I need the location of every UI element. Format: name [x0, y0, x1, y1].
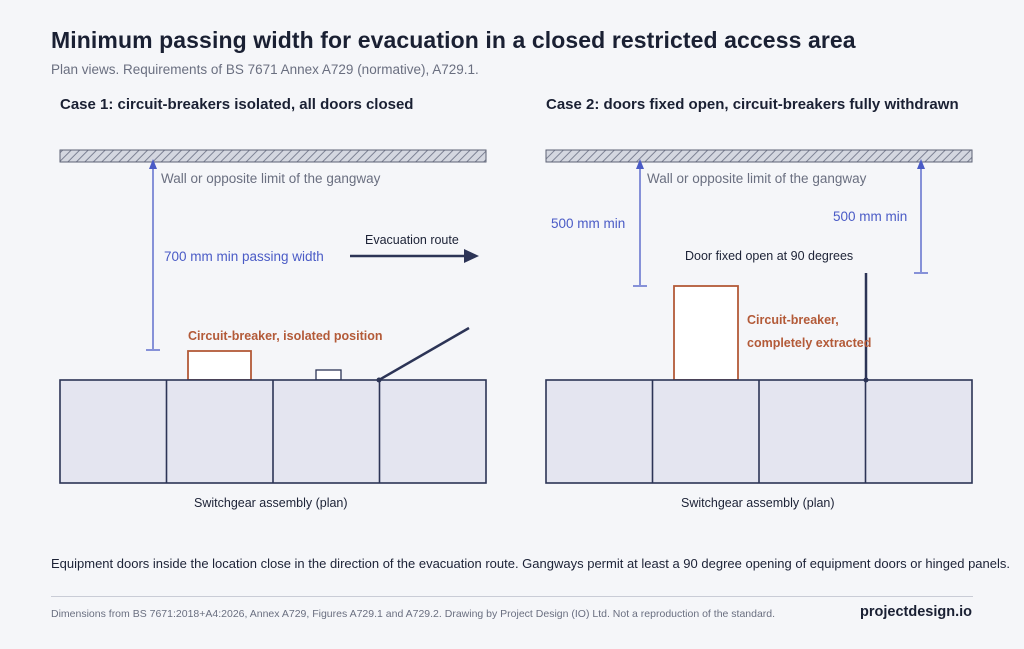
evacuation-route-label: Evacuation route	[365, 233, 459, 247]
case2-dimension-left-label: 500 mm min	[551, 216, 626, 231]
case1-wall-label: Wall or opposite limit of the gangway	[161, 171, 381, 186]
source-footnote: Dimensions from BS 7671:2018+A4:2026, An…	[51, 608, 776, 620]
case2-door-label: Door fixed open at 90 degrees	[685, 249, 854, 263]
case1-heading: Case 1: circuit-breakers isolated, all d…	[60, 96, 414, 113]
case2-switchgear-assembly	[545, 379, 973, 484]
brand-link[interactable]: projectdesign.io	[860, 604, 972, 620]
page-subtitle: Plan views. Requirements of BS 7671 Anne…	[51, 62, 479, 77]
case2-wall	[545, 149, 973, 163]
case1-breaker-label: Circuit-breaker, isolated position	[188, 329, 383, 343]
case1-handle	[315, 369, 342, 381]
footer-divider	[51, 596, 973, 597]
case2-heading: Case 2: doors fixed open, circuit-breake…	[546, 96, 959, 113]
page-title: Minimum passing width for evacuation in …	[51, 27, 856, 53]
case1-door-swing	[378, 326, 470, 382]
case1-dimension-label: 700 mm min passing width	[164, 249, 324, 264]
case1-caption: Switchgear assembly (plan)	[194, 496, 348, 510]
case2-dimension-left	[633, 159, 647, 287]
case2-drawing	[545, 149, 973, 484]
evacuation-note: Equipment doors inside the location clos…	[51, 556, 1010, 571]
case1-drawing	[59, 149, 487, 484]
case2-dimension-right	[914, 159, 928, 274]
case1-dimension-700	[146, 159, 160, 351]
case2-wall-label: Wall or opposite limit of the gangway	[647, 171, 867, 186]
case2-dimension-right-label: 500 mm min	[833, 209, 908, 224]
case2-breaker-label-line2: completely extracted	[747, 336, 872, 350]
case2-breaker-extracted	[673, 285, 739, 381]
case2-breaker-label-line1: Circuit-breaker,	[747, 313, 839, 327]
case1-breaker-isolated	[187, 350, 252, 381]
case1-wall	[59, 149, 487, 163]
case2-caption: Switchgear assembly (plan)	[681, 496, 835, 510]
evacuation-route-arrow	[350, 249, 479, 263]
case1-switchgear-assembly	[59, 379, 487, 484]
